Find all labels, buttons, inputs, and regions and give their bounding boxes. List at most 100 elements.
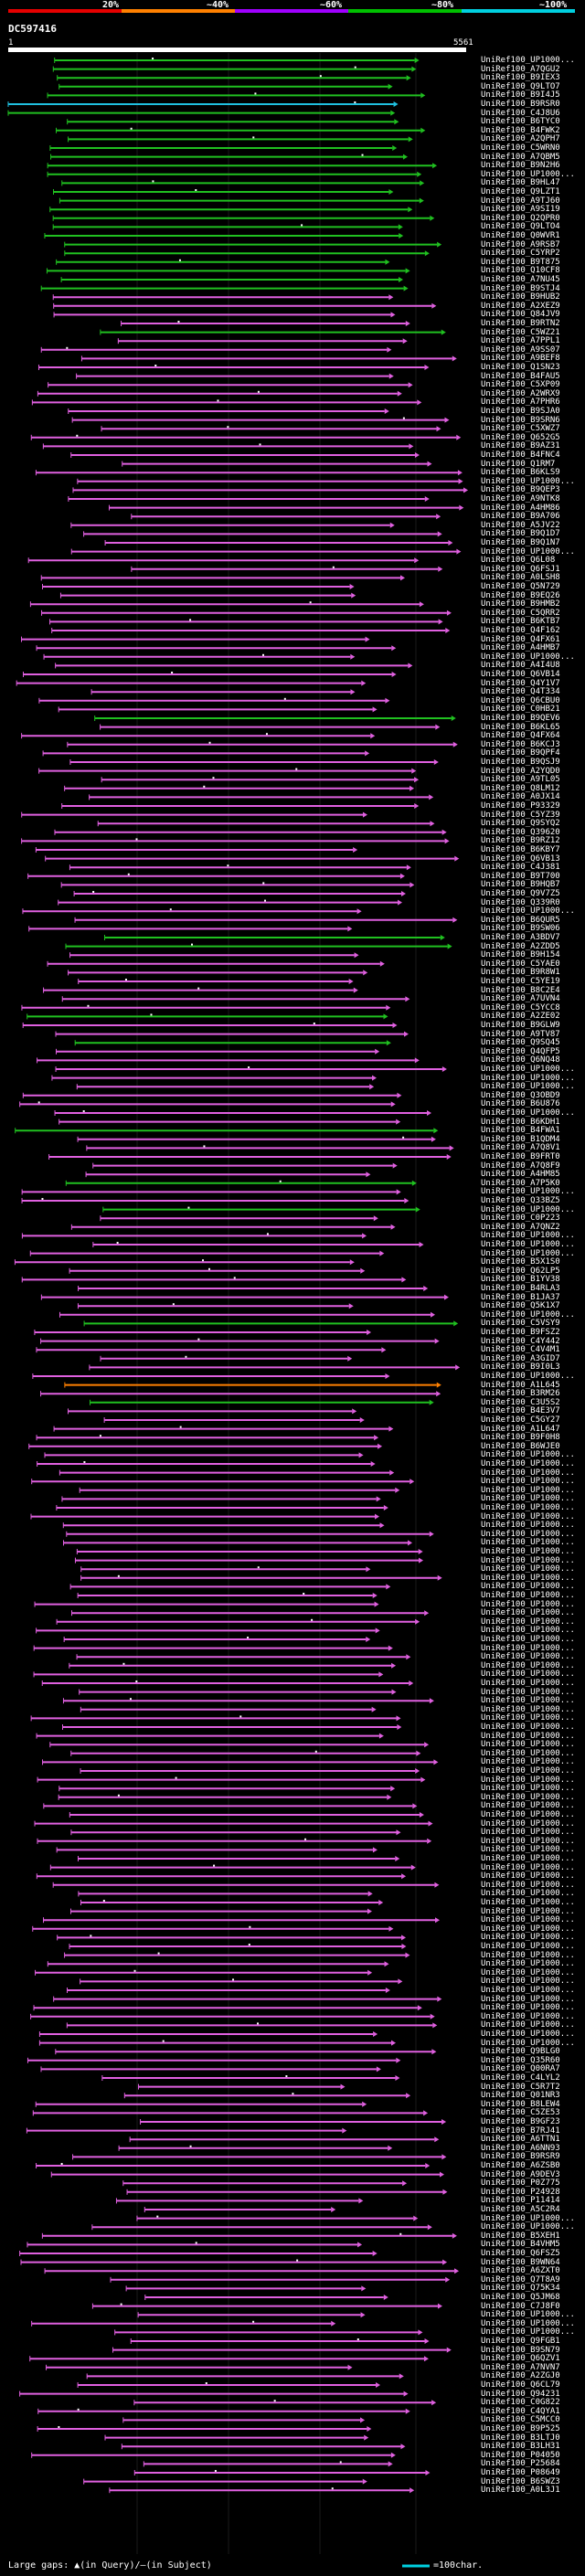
hit-label[interactable]: UniRef100_C4J8U6 <box>481 108 560 118</box>
hit-label[interactable]: UniRef100_Q9LZT1 <box>481 187 560 196</box>
hit-label[interactable]: UniRef100_C3U5S2 <box>481 1397 560 1407</box>
hit-label[interactable]: UniRef100_B9A706 <box>481 512 560 522</box>
hit-label[interactable]: UniRef100_Q6VB14 <box>481 670 560 679</box>
hit-label[interactable]: UniRef100_B4FAU5 <box>481 371 560 381</box>
hit-label[interactable]: UniRef100_UP1000... <box>481 1906 575 1916</box>
hit-label[interactable]: UniRef100_C7J8F0 <box>481 2301 560 2311</box>
hit-label[interactable]: UniRef100_Q94231 <box>481 2389 560 2399</box>
hit-label[interactable]: UniRef100_UP1000... <box>481 1942 575 1951</box>
hit-label[interactable]: UniRef100_A4HM85 <box>481 1170 560 1180</box>
hit-label[interactable]: UniRef100_Q4FX64 <box>481 731 560 741</box>
hit-label[interactable]: UniRef100_C5GY27 <box>481 1415 560 1425</box>
hit-label[interactable]: UniRef100_A9TL05 <box>481 775 560 785</box>
hit-label[interactable]: UniRef100_C5YCC8 <box>481 1002 560 1012</box>
hit-label[interactable]: UniRef100_UP1000... <box>481 1889 575 1899</box>
hit-label[interactable]: UniRef100_A7P5K0 <box>481 1178 560 1188</box>
hit-label[interactable]: UniRef100_UP1000... <box>481 1687 575 1697</box>
hit-label[interactable]: UniRef100_UP1000... <box>481 1986 575 1995</box>
hit-label[interactable]: UniRef100_UP1000... <box>481 1248 575 1258</box>
hit-label[interactable]: UniRef100_A5C2R4 <box>481 2205 560 2214</box>
hit-label[interactable]: UniRef100_C5YZ39 <box>481 810 560 820</box>
hit-label[interactable]: UniRef100_UP1000... <box>481 1309 575 1320</box>
hit-label[interactable]: UniRef100_UP1000... <box>481 1635 575 1644</box>
hit-label[interactable]: UniRef100_B9Q1D7 <box>481 529 560 539</box>
hit-label[interactable]: UniRef100_Q2QPR0 <box>481 213 560 223</box>
hit-label[interactable]: UniRef100_UP1000... <box>481 1950 575 1960</box>
hit-label[interactable]: UniRef100_Q652G5 <box>481 432 560 442</box>
hit-label[interactable]: UniRef100_UP1000... <box>481 2030 575 2039</box>
hit-label[interactable]: UniRef100_B9QPF4 <box>481 748 560 758</box>
hit-label[interactable]: UniRef100_Q339R0 <box>481 897 560 907</box>
hit-label[interactable]: UniRef100_C5XP09 <box>481 380 560 390</box>
hit-label[interactable]: UniRef100_A7UVN4 <box>481 994 560 1004</box>
hit-label[interactable]: UniRef100_UP1000... <box>481 2213 575 2223</box>
hit-label[interactable]: UniRef100_Q6NQ48 <box>481 1055 560 1065</box>
hit-label[interactable]: UniRef100_UP1000... <box>481 1757 575 1767</box>
hit-label[interactable]: UniRef100_B1YV38 <box>481 1275 560 1285</box>
hit-label[interactable]: UniRef100_B9QEP3 <box>481 485 560 495</box>
hit-label[interactable]: UniRef100_UP1000... <box>481 1494 575 1504</box>
hit-label[interactable]: UniRef100_P11414 <box>481 2196 560 2206</box>
hit-label[interactable]: UniRef100_UP1000... <box>481 1810 575 1819</box>
hit-label[interactable]: UniRef100_B9SRN6 <box>481 415 560 425</box>
hit-label[interactable]: UniRef100_UP1000... <box>481 476 575 486</box>
hit-label[interactable]: UniRef100_A7Q8F9 <box>481 1161 560 1171</box>
hit-label[interactable]: UniRef100_Q75K34 <box>481 2284 560 2294</box>
hit-label[interactable]: UniRef100_Q6CL79 <box>481 2380 560 2390</box>
hit-label[interactable]: UniRef100_B9Q1N7 <box>481 538 560 547</box>
hit-label[interactable]: UniRef100_Q0WVR1 <box>481 231 560 240</box>
hit-label[interactable]: UniRef100_UP1000... <box>481 1967 575 1977</box>
hit-label[interactable]: UniRef100_UP1000... <box>481 1915 575 1925</box>
hit-label[interactable]: UniRef100_P25684 <box>481 2459 560 2469</box>
hit-label[interactable]: UniRef100_C5YRP2 <box>481 249 560 259</box>
hit-label[interactable]: UniRef100_A9NTK8 <box>481 494 560 504</box>
hit-label[interactable]: UniRef100_B4FWK2 <box>481 125 560 135</box>
hit-label[interactable]: UniRef100_B6KLS9 <box>481 468 560 478</box>
hit-label[interactable]: UniRef100_UP1000... <box>481 1547 575 1556</box>
hit-label[interactable]: UniRef100_Q8LM12 <box>481 783 560 793</box>
hit-label[interactable]: UniRef100_B9H154 <box>481 950 560 960</box>
hit-label[interactable]: UniRef100_UP1000... <box>481 2327 575 2337</box>
hit-label[interactable]: UniRef100_A9SS07 <box>481 345 560 355</box>
hit-label[interactable]: UniRef100_B9HUB2 <box>481 292 560 302</box>
hit-label[interactable]: UniRef100_A7PPL1 <box>481 336 560 346</box>
hit-label[interactable]: UniRef100_Q6QZV1 <box>481 2354 560 2364</box>
hit-label[interactable]: UniRef100_B9SN79 <box>481 2345 560 2355</box>
hit-label[interactable]: UniRef100_A2ZE02 <box>481 1012 560 1022</box>
hit-label[interactable]: UniRef100_UP1000... <box>481 56 575 65</box>
hit-label[interactable]: UniRef100_UP1000... <box>481 1231 575 1241</box>
hit-label[interactable]: UniRef100_P08649 <box>481 2468 560 2477</box>
hit-label[interactable]: UniRef100_B9GLW9 <box>481 1021 560 1030</box>
hit-label[interactable]: UniRef100_A0LSH8 <box>481 573 560 583</box>
hit-label[interactable]: UniRef100_B9F0H8 <box>481 1433 560 1443</box>
hit-label[interactable]: UniRef100_B6KL65 <box>481 722 560 732</box>
hit-label[interactable]: UniRef100_UP1000... <box>481 2038 575 2048</box>
hit-label[interactable]: UniRef100_UP1000... <box>481 1529 575 1539</box>
hit-label[interactable]: UniRef100_B9HL47 <box>481 178 560 188</box>
hit-label[interactable]: UniRef100_A9RSB7 <box>481 239 560 249</box>
hit-label[interactable]: UniRef100_P0Z775 <box>481 2178 560 2189</box>
hit-label[interactable]: UniRef100_UP1000... <box>481 1845 575 1855</box>
hit-label[interactable]: UniRef100_A1L645 <box>481 1380 560 1390</box>
hit-label[interactable]: UniRef100_Q6CBU0 <box>481 695 560 705</box>
hit-label[interactable]: UniRef100_UP1000... <box>481 1766 575 1776</box>
hit-label[interactable]: UniRef100_B6KCJ3 <box>481 739 560 749</box>
hit-label[interactable]: UniRef100_B7RJ41 <box>481 2125 560 2136</box>
hit-label[interactable]: UniRef100_A9TJ60 <box>481 196 560 206</box>
hit-label[interactable]: UniRef100_Q1RM7 <box>481 459 556 469</box>
hit-label[interactable]: UniRef100_UP1000... <box>481 1748 575 1758</box>
hit-label[interactable]: UniRef100_B9RSR9 <box>481 2152 560 2162</box>
hit-label[interactable]: UniRef100_A7PHR6 <box>481 398 560 408</box>
hit-label[interactable]: UniRef100_Q9LTO7 <box>481 81 560 91</box>
hit-label[interactable]: UniRef100_B9I0L3 <box>481 1362 560 1373</box>
hit-label[interactable]: UniRef100_B9RTN2 <box>481 319 560 328</box>
hit-label[interactable]: UniRef100_UP1000... <box>481 1591 575 1600</box>
hit-label[interactable]: UniRef100_B3LTJ0 <box>481 2433 560 2443</box>
hit-label[interactable]: UniRef100_UP1000... <box>481 1871 575 1882</box>
hit-label[interactable]: UniRef100_Q6VB13 <box>481 853 560 864</box>
hit-label[interactable]: UniRef100_UP1000... <box>481 1828 575 1838</box>
hit-label[interactable]: UniRef100_C5WZ21 <box>481 327 560 337</box>
hit-label[interactable]: UniRef100_C0P223 <box>481 1214 560 1224</box>
hit-label[interactable]: UniRef100_UP1000... <box>481 1704 575 1714</box>
hit-label[interactable]: UniRef100_Q4F162 <box>481 626 560 635</box>
